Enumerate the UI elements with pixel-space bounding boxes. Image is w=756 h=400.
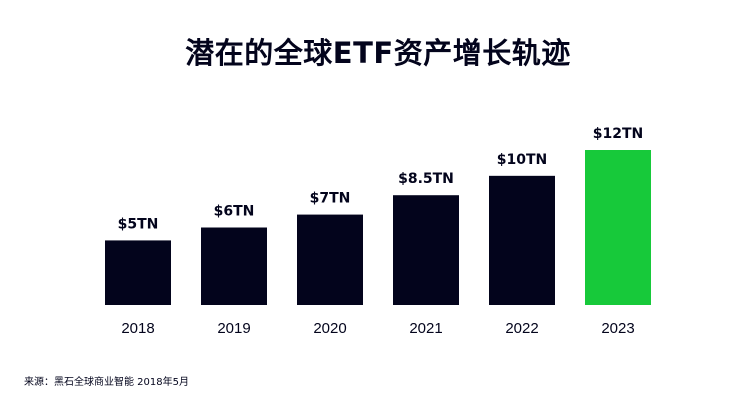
value-label-2020: $7TN [310, 191, 351, 207]
value-label-2018: $5TN [118, 216, 159, 232]
bar-2018 [105, 240, 171, 305]
chart-title: 潜在的全球ETF资产增长轨迹 [185, 36, 571, 70]
bar-2022 [489, 175, 555, 305]
bar-2023 [585, 150, 651, 305]
value-label-2023: $12TN [593, 126, 644, 142]
source-note: 来源：黑石全球商业智能 2018年5月 [24, 377, 189, 388]
category-label-2023: 2023 [601, 320, 634, 337]
bar-2020 [297, 214, 363, 305]
value-label-2021: $8.5TN [398, 171, 454, 187]
bar-2021 [393, 195, 459, 305]
bar-2019 [201, 227, 267, 305]
category-label-2022: 2022 [505, 320, 538, 337]
value-label-2019: $6TN [214, 204, 255, 220]
category-label-2020: 2020 [313, 320, 346, 337]
value-label-2022: $10TN [497, 152, 548, 168]
category-label-2021: 2021 [409, 320, 442, 337]
category-label-2019: 2019 [217, 320, 250, 337]
category-label-2018: 2018 [121, 320, 154, 337]
